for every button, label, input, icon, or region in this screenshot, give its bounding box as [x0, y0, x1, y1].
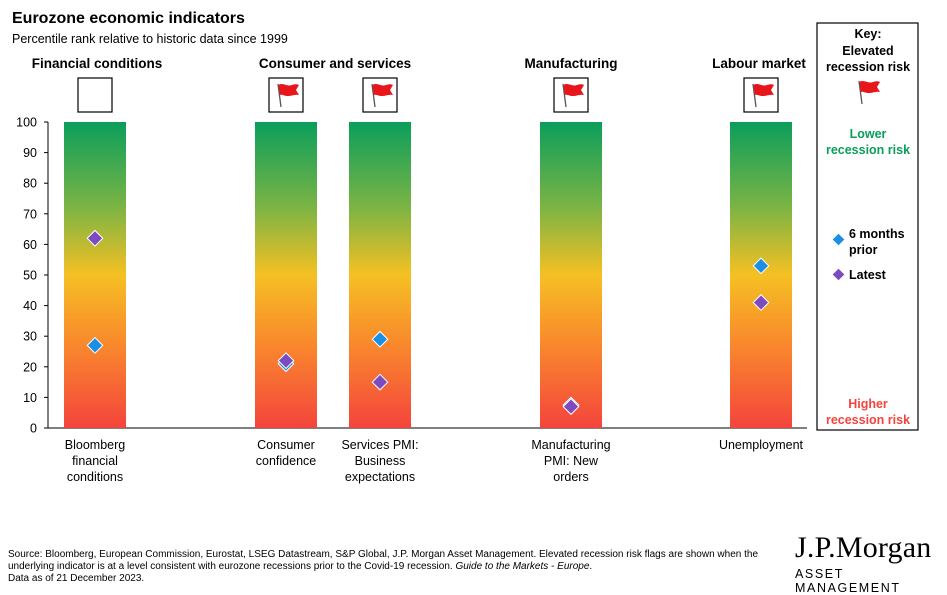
logo-main: J.P.Morgan: [795, 531, 932, 564]
jpmorgan-logo: J.P.Morgan ASSET MANAGEMENT: [795, 532, 947, 595]
key-higher-line1: Higher: [848, 397, 888, 411]
footnote-guide: Guide to the Markets - Europe: [455, 561, 590, 572]
key-title: Key:: [854, 27, 881, 41]
key-six-months-marker: [831, 232, 846, 247]
y-tick-label: 10: [23, 391, 37, 405]
data-point: [86, 229, 104, 247]
key-higher-line2: recession risk: [826, 413, 910, 427]
y-tick-label: 20: [23, 360, 37, 374]
chart-title: Eurozone economic indicators: [12, 10, 245, 27]
x-category-label: Consumer: [257, 438, 315, 452]
group-label: Manufacturing: [525, 56, 618, 71]
gradient-bar: [730, 122, 792, 428]
data-point: [371, 330, 389, 348]
data-point: [752, 257, 770, 275]
y-tick-label: 50: [23, 269, 37, 283]
y-tick-label: 80: [23, 177, 37, 191]
y-tick-label: 100: [16, 116, 37, 130]
data-point: [752, 294, 770, 312]
y-tick-label: 90: [23, 146, 37, 160]
key-six-months-line1: 6 months: [849, 227, 905, 241]
group-label: Financial conditions: [32, 56, 163, 71]
gradient-bar: [540, 122, 602, 428]
key-lower-line2: recession risk: [826, 143, 910, 157]
footnote-guide-end: .: [589, 561, 593, 572]
legend-key: Key: Elevated recession risk Lower reces…: [816, 22, 919, 431]
key-latest-label: Latest: [849, 268, 887, 282]
chart-subtitle: Percentile rank relative to historic dat…: [12, 32, 288, 46]
x-category-label: Bloomberg: [65, 438, 125, 452]
y-tick-label: 0: [30, 422, 37, 436]
x-category-label: Business: [355, 454, 406, 468]
x-category-label: financial: [72, 454, 118, 468]
key-elevated-line1: Elevated: [842, 44, 893, 58]
flag-box: [77, 77, 113, 113]
x-category-label: expectations: [345, 470, 415, 484]
key-flag-icon: [858, 80, 881, 105]
footnote-date: Data as of 21 December 2023.: [8, 573, 145, 584]
x-category-label: orders: [553, 470, 588, 484]
source-footnote: Source: Bloomberg, European Commission, …: [8, 549, 778, 585]
y-tick-label: 30: [23, 330, 37, 344]
footnote-text: Source: Bloomberg, European Commission, …: [8, 549, 759, 572]
x-category-label: Services PMI:: [341, 438, 418, 452]
data-point: [562, 398, 580, 416]
y-tick-label: 60: [23, 238, 37, 252]
x-category-label: confidence: [256, 454, 317, 468]
group-label: Labour market: [712, 56, 806, 71]
x-category-label: Unemployment: [719, 438, 804, 452]
key-lower-line1: Lower: [850, 127, 887, 141]
key-elevated-line2: recession risk: [826, 60, 910, 74]
data-point: [277, 352, 295, 370]
y-tick-label: 40: [23, 299, 37, 313]
data-point: [371, 373, 389, 391]
gradient-bar: [64, 122, 126, 428]
x-category-label: conditions: [67, 470, 123, 484]
x-category-label: Manufacturing: [531, 438, 610, 452]
indicator-chart: 0 10 20 30 40 50 60 70 80 90 100 Financial conditi…: [16, 22, 919, 484]
key-latest-marker: [831, 267, 846, 282]
key-six-months-line2: prior: [849, 243, 878, 257]
data-point: [86, 336, 104, 354]
x-category-label: PMI: New: [544, 454, 599, 468]
y-tick-label: 70: [23, 207, 37, 221]
group-label: Consumer and services: [259, 56, 411, 71]
y-axis: 0 10 20 30 40 50 60 70 80 90 100: [16, 116, 49, 436]
gradient-bar: [255, 122, 317, 428]
